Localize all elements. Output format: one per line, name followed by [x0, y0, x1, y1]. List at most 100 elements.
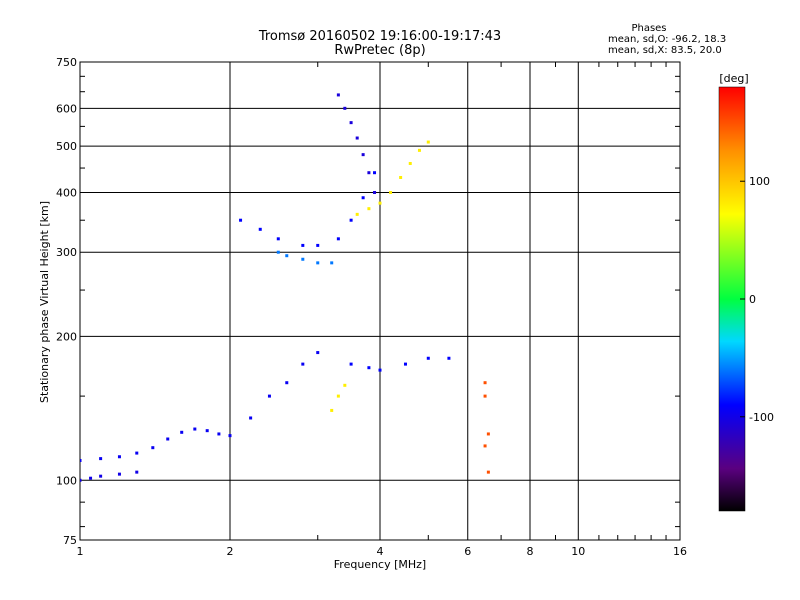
- x-axis-label: Frequency [MHz]: [334, 558, 426, 571]
- echo-point: [336, 237, 340, 241]
- echo-point: [373, 190, 377, 194]
- echo-point: [355, 136, 359, 140]
- echo-point: [389, 190, 393, 194]
- x-tick-label: 4: [377, 545, 384, 558]
- echo-point: [483, 381, 487, 385]
- echo-point: [276, 237, 280, 241]
- echo-point: [205, 429, 209, 433]
- x-tick-label: 2: [227, 545, 234, 558]
- echo-point: [301, 362, 305, 366]
- series-trace: [349, 356, 451, 372]
- echo-point: [373, 171, 377, 175]
- echo-point: [316, 351, 320, 355]
- x-tick-label: 8: [527, 545, 534, 558]
- echo-point: [355, 212, 359, 216]
- echo-point: [258, 227, 262, 231]
- echo-point: [239, 218, 243, 222]
- echo-point: [399, 175, 403, 179]
- series-trace: [276, 250, 334, 265]
- echo-point: [117, 455, 121, 459]
- phases-o-stats: mean, sd,O: -96.2, 18.3: [608, 34, 726, 45]
- echo-point: [426, 140, 430, 144]
- echo-point: [301, 243, 305, 247]
- echo-point: [316, 261, 320, 265]
- echo-point: [349, 218, 353, 222]
- colorbar-ticks: 100 0 -100: [740, 175, 774, 424]
- echo-point: [330, 261, 334, 265]
- x-tick-label: 1: [77, 545, 84, 558]
- x-ticks: 1 2 4 6 8 10 16: [77, 62, 687, 558]
- echo-point: [483, 394, 487, 398]
- echo-point: [80, 458, 82, 462]
- y-tick-label: 75: [63, 534, 77, 547]
- series-trace: [355, 140, 430, 216]
- y-tick-label: 200: [56, 330, 77, 343]
- echo-point: [228, 434, 232, 438]
- echo-point: [447, 356, 451, 360]
- colorbar: [deg] 100 0 -100: [718, 72, 774, 512]
- echo-point: [99, 457, 103, 461]
- series-trace: [239, 171, 377, 247]
- echo-point: [336, 394, 340, 398]
- x-tick-label: 6: [464, 545, 471, 558]
- chart-title: Tromsø 20160502 19:16:00-19:17:43: [258, 29, 501, 44]
- echo-point: [151, 446, 155, 450]
- echo-point: [483, 444, 487, 448]
- echo-point: [301, 257, 305, 261]
- echo-point: [408, 161, 412, 165]
- echo-point: [285, 381, 289, 385]
- x-tick-label: 16: [673, 545, 687, 558]
- colorbar-tick-label: -100: [749, 411, 774, 424]
- echo-point: [367, 366, 371, 370]
- echo-point: [249, 416, 253, 420]
- y-tick-label: 600: [56, 102, 77, 115]
- echo-point: [378, 201, 382, 205]
- echo-point: [89, 476, 93, 480]
- series-trace: [80, 351, 320, 462]
- y-tick-label: 500: [56, 140, 77, 153]
- colorbar-tick-label: 0: [749, 293, 756, 306]
- y-tick-label: 300: [56, 246, 77, 259]
- echo-point: [378, 368, 382, 372]
- echo-point: [361, 196, 365, 200]
- colorbar-label: [deg]: [719, 72, 748, 85]
- echo-point: [180, 430, 184, 434]
- echo-point: [361, 153, 365, 157]
- echo-point: [367, 171, 371, 175]
- plot-area: 1 2 4 6 8 10 16 75 100 200 300 400 500 600 750: [56, 56, 687, 558]
- echo-point: [316, 243, 320, 247]
- phases-x-stats: mean, sd,X: 83.5, 20.0: [608, 45, 722, 56]
- chart-subtitle: RwPretec (8p): [334, 43, 425, 58]
- echo-point: [336, 93, 340, 97]
- grid-lines: [80, 62, 680, 540]
- colorbar-tick-label: 100: [749, 175, 770, 188]
- series-trace: [330, 383, 347, 412]
- echo-point: [330, 408, 334, 412]
- echo-point: [217, 432, 221, 436]
- echo-point: [166, 437, 170, 441]
- echo-point: [267, 394, 271, 398]
- echo-point: [343, 383, 347, 387]
- echo-point: [367, 207, 371, 211]
- echo-points: [80, 93, 490, 482]
- echo-point: [135, 451, 139, 455]
- y-axis-label: Stationary phase Virtual Height [km]: [38, 201, 51, 403]
- echo-point: [285, 254, 289, 258]
- series-trace: [483, 381, 490, 474]
- echo-point: [349, 362, 353, 366]
- series-trace: [80, 470, 139, 482]
- y-tick-label: 400: [56, 186, 77, 199]
- echo-point: [135, 470, 139, 474]
- echo-point: [343, 106, 347, 110]
- echo-point: [426, 356, 430, 360]
- echo-point: [403, 362, 407, 366]
- echo-point: [276, 250, 280, 254]
- x-tick-label: 10: [571, 545, 585, 558]
- y-ticks: 75 100 200 300 400 500 600 750: [56, 56, 680, 547]
- echo-point: [486, 432, 490, 436]
- echo-point: [349, 121, 353, 125]
- y-tick-label: 750: [56, 56, 77, 69]
- echo-point: [417, 148, 421, 152]
- echo-point: [80, 478, 82, 482]
- echo-point: [486, 470, 490, 474]
